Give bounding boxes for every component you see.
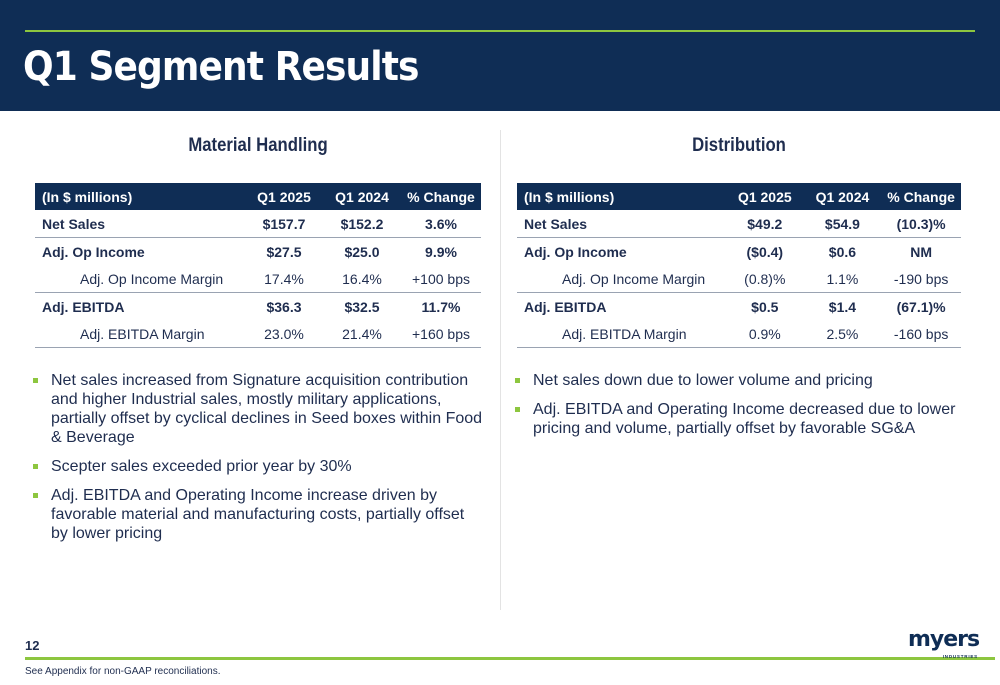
- material-handling-table: (In $ millions) Q1 2025 Q1 2024 % Change…: [35, 183, 481, 348]
- table-cell: (0.8)%: [725, 265, 804, 293]
- table-cell: $152.2: [323, 210, 401, 238]
- table-cell: 11.7%: [421, 298, 461, 315]
- table-cell: $36.3: [266, 298, 302, 315]
- table-cell: $157.7: [245, 210, 323, 238]
- list-item: Net sales increased from Signature acqui…: [33, 371, 483, 447]
- header-accent-line: [25, 30, 975, 32]
- table-cell: $1.4: [828, 298, 857, 315]
- table-cell: 3.6%: [401, 210, 481, 238]
- column-header: % Change: [401, 183, 481, 210]
- slide-header: Q1 Segment Results: [0, 0, 1000, 111]
- bullet-marker: [33, 464, 38, 469]
- list-item: Scepter sales exceeded prior year by 30%: [33, 457, 483, 476]
- column-divider: [500, 130, 501, 610]
- bullet-text: Adj. EBITDA and Operating Income increas…: [51, 487, 465, 542]
- table-row: Adj. Op Income ($0.4) $0.6 NM: [517, 238, 961, 266]
- table-cell: -190 bps: [881, 265, 961, 293]
- table-cell: $49.2: [725, 210, 804, 238]
- table-row: Adj. EBITDA Margin 23.0% 21.4% +160 bps: [35, 320, 481, 348]
- table-cell: (67.1)%: [896, 298, 946, 315]
- list-item: Adj. EBITDA and Operating Income increas…: [33, 486, 483, 543]
- table-cell: -160 bps: [881, 320, 961, 348]
- panel-title: Material Handling: [188, 135, 328, 156]
- table-cell: ($0.4): [746, 243, 784, 260]
- column-header: Q1 2024: [803, 183, 882, 210]
- table-cell: $25.0: [344, 243, 380, 260]
- panel-title: Distribution: [692, 135, 786, 156]
- row-label: Adj. Op Income Margin: [35, 265, 245, 293]
- table-row: Adj. EBITDA $36.3 $32.5 11.7%: [35, 293, 481, 321]
- table-cell: 0.9%: [725, 320, 804, 348]
- table-cell: 1.1%: [803, 265, 882, 293]
- bullet-text: Net sales increased from Signature acqui…: [51, 372, 483, 446]
- bullet-marker: [33, 493, 38, 498]
- table-header-row: (In $ millions) Q1 2025 Q1 2024 % Change: [35, 183, 481, 210]
- table-cell: $0.5: [751, 298, 779, 315]
- table-header-row: (In $ millions) Q1 2025 Q1 2024 % Change: [517, 183, 961, 210]
- footnote: See Appendix for non-GAAP reconciliation…: [25, 666, 221, 677]
- column-header: % Change: [881, 183, 961, 210]
- material-handling-bullets: Net sales increased from Signature acqui…: [33, 371, 483, 553]
- distribution-bullets: Net sales down due to lower volume and p…: [515, 371, 975, 448]
- table-cell: +100 bps: [401, 265, 481, 293]
- table-row: Net Sales $157.7 $152.2 3.6%: [35, 210, 481, 238]
- row-label: Adj. Op Income: [42, 243, 145, 260]
- page-number: 12: [25, 638, 40, 653]
- table-cell: 21.4%: [323, 320, 401, 348]
- bullet-text: Adj. EBITDA and Operating Income decreas…: [533, 401, 956, 437]
- company-logo: myers INDUSTRIES: [908, 627, 980, 659]
- logo-subtitle: INDUSTRIES: [942, 654, 978, 659]
- table-cell: $0.6: [828, 243, 857, 260]
- table-row: Adj. Op Income Margin 17.4% 16.4% +100 b…: [35, 265, 481, 293]
- table-cell: 2.5%: [803, 320, 882, 348]
- column-header: (In $ millions): [35, 183, 245, 210]
- footer-accent-line: [25, 657, 995, 660]
- table-cell: 9.9%: [425, 243, 457, 260]
- table-cell: 17.4%: [245, 265, 323, 293]
- table-cell: $27.5: [266, 243, 302, 260]
- table-cell: $54.9: [803, 210, 882, 238]
- table-row: Adj. EBITDA $0.5 $1.4 (67.1)%: [517, 293, 961, 321]
- table-row: Net Sales $49.2 $54.9 (10.3)%: [517, 210, 961, 238]
- table-cell: NM: [910, 243, 932, 260]
- row-label: Adj. Op Income Margin: [517, 265, 726, 293]
- list-item: Adj. EBITDA and Operating Income decreas…: [515, 400, 975, 438]
- logo-wordmark: myers: [908, 627, 980, 652]
- bullet-marker: [515, 407, 520, 412]
- column-header: (In $ millions): [517, 183, 726, 210]
- row-label: Net Sales: [35, 210, 245, 238]
- table-cell: $32.5: [344, 298, 380, 315]
- row-label: Adj. EBITDA: [42, 298, 125, 315]
- row-label: Adj. EBITDA: [524, 298, 607, 315]
- row-label: Adj. EBITDA Margin: [517, 320, 726, 348]
- row-label: Net Sales: [517, 210, 726, 238]
- row-label: Adj. EBITDA Margin: [35, 320, 245, 348]
- table-cell: +160 bps: [401, 320, 481, 348]
- bullet-text: Net sales down due to lower volume and p…: [533, 372, 873, 389]
- table-row: Adj. Op Income Margin (0.8)% 1.1% -190 b…: [517, 265, 961, 293]
- table-cell: 16.4%: [323, 265, 401, 293]
- bullet-marker: [33, 378, 38, 383]
- column-header: Q1 2025: [725, 183, 804, 210]
- slide-title: Q1 Segment Results: [23, 44, 419, 90]
- column-header: Q1 2025: [245, 183, 323, 210]
- bullet-text: Scepter sales exceeded prior year by 30%: [51, 458, 352, 475]
- table-cell: 23.0%: [245, 320, 323, 348]
- table-row: Adj. EBITDA Margin 0.9% 2.5% -160 bps: [517, 320, 961, 348]
- bullet-marker: [515, 378, 520, 383]
- table-cell: (10.3)%: [881, 210, 961, 238]
- list-item: Net sales down due to lower volume and p…: [515, 371, 975, 390]
- row-label: Adj. Op Income: [524, 243, 627, 260]
- column-header: Q1 2024: [323, 183, 401, 210]
- distribution-table: (In $ millions) Q1 2025 Q1 2024 % Change…: [517, 183, 961, 348]
- table-row: Adj. Op Income $27.5 $25.0 9.9%: [35, 238, 481, 266]
